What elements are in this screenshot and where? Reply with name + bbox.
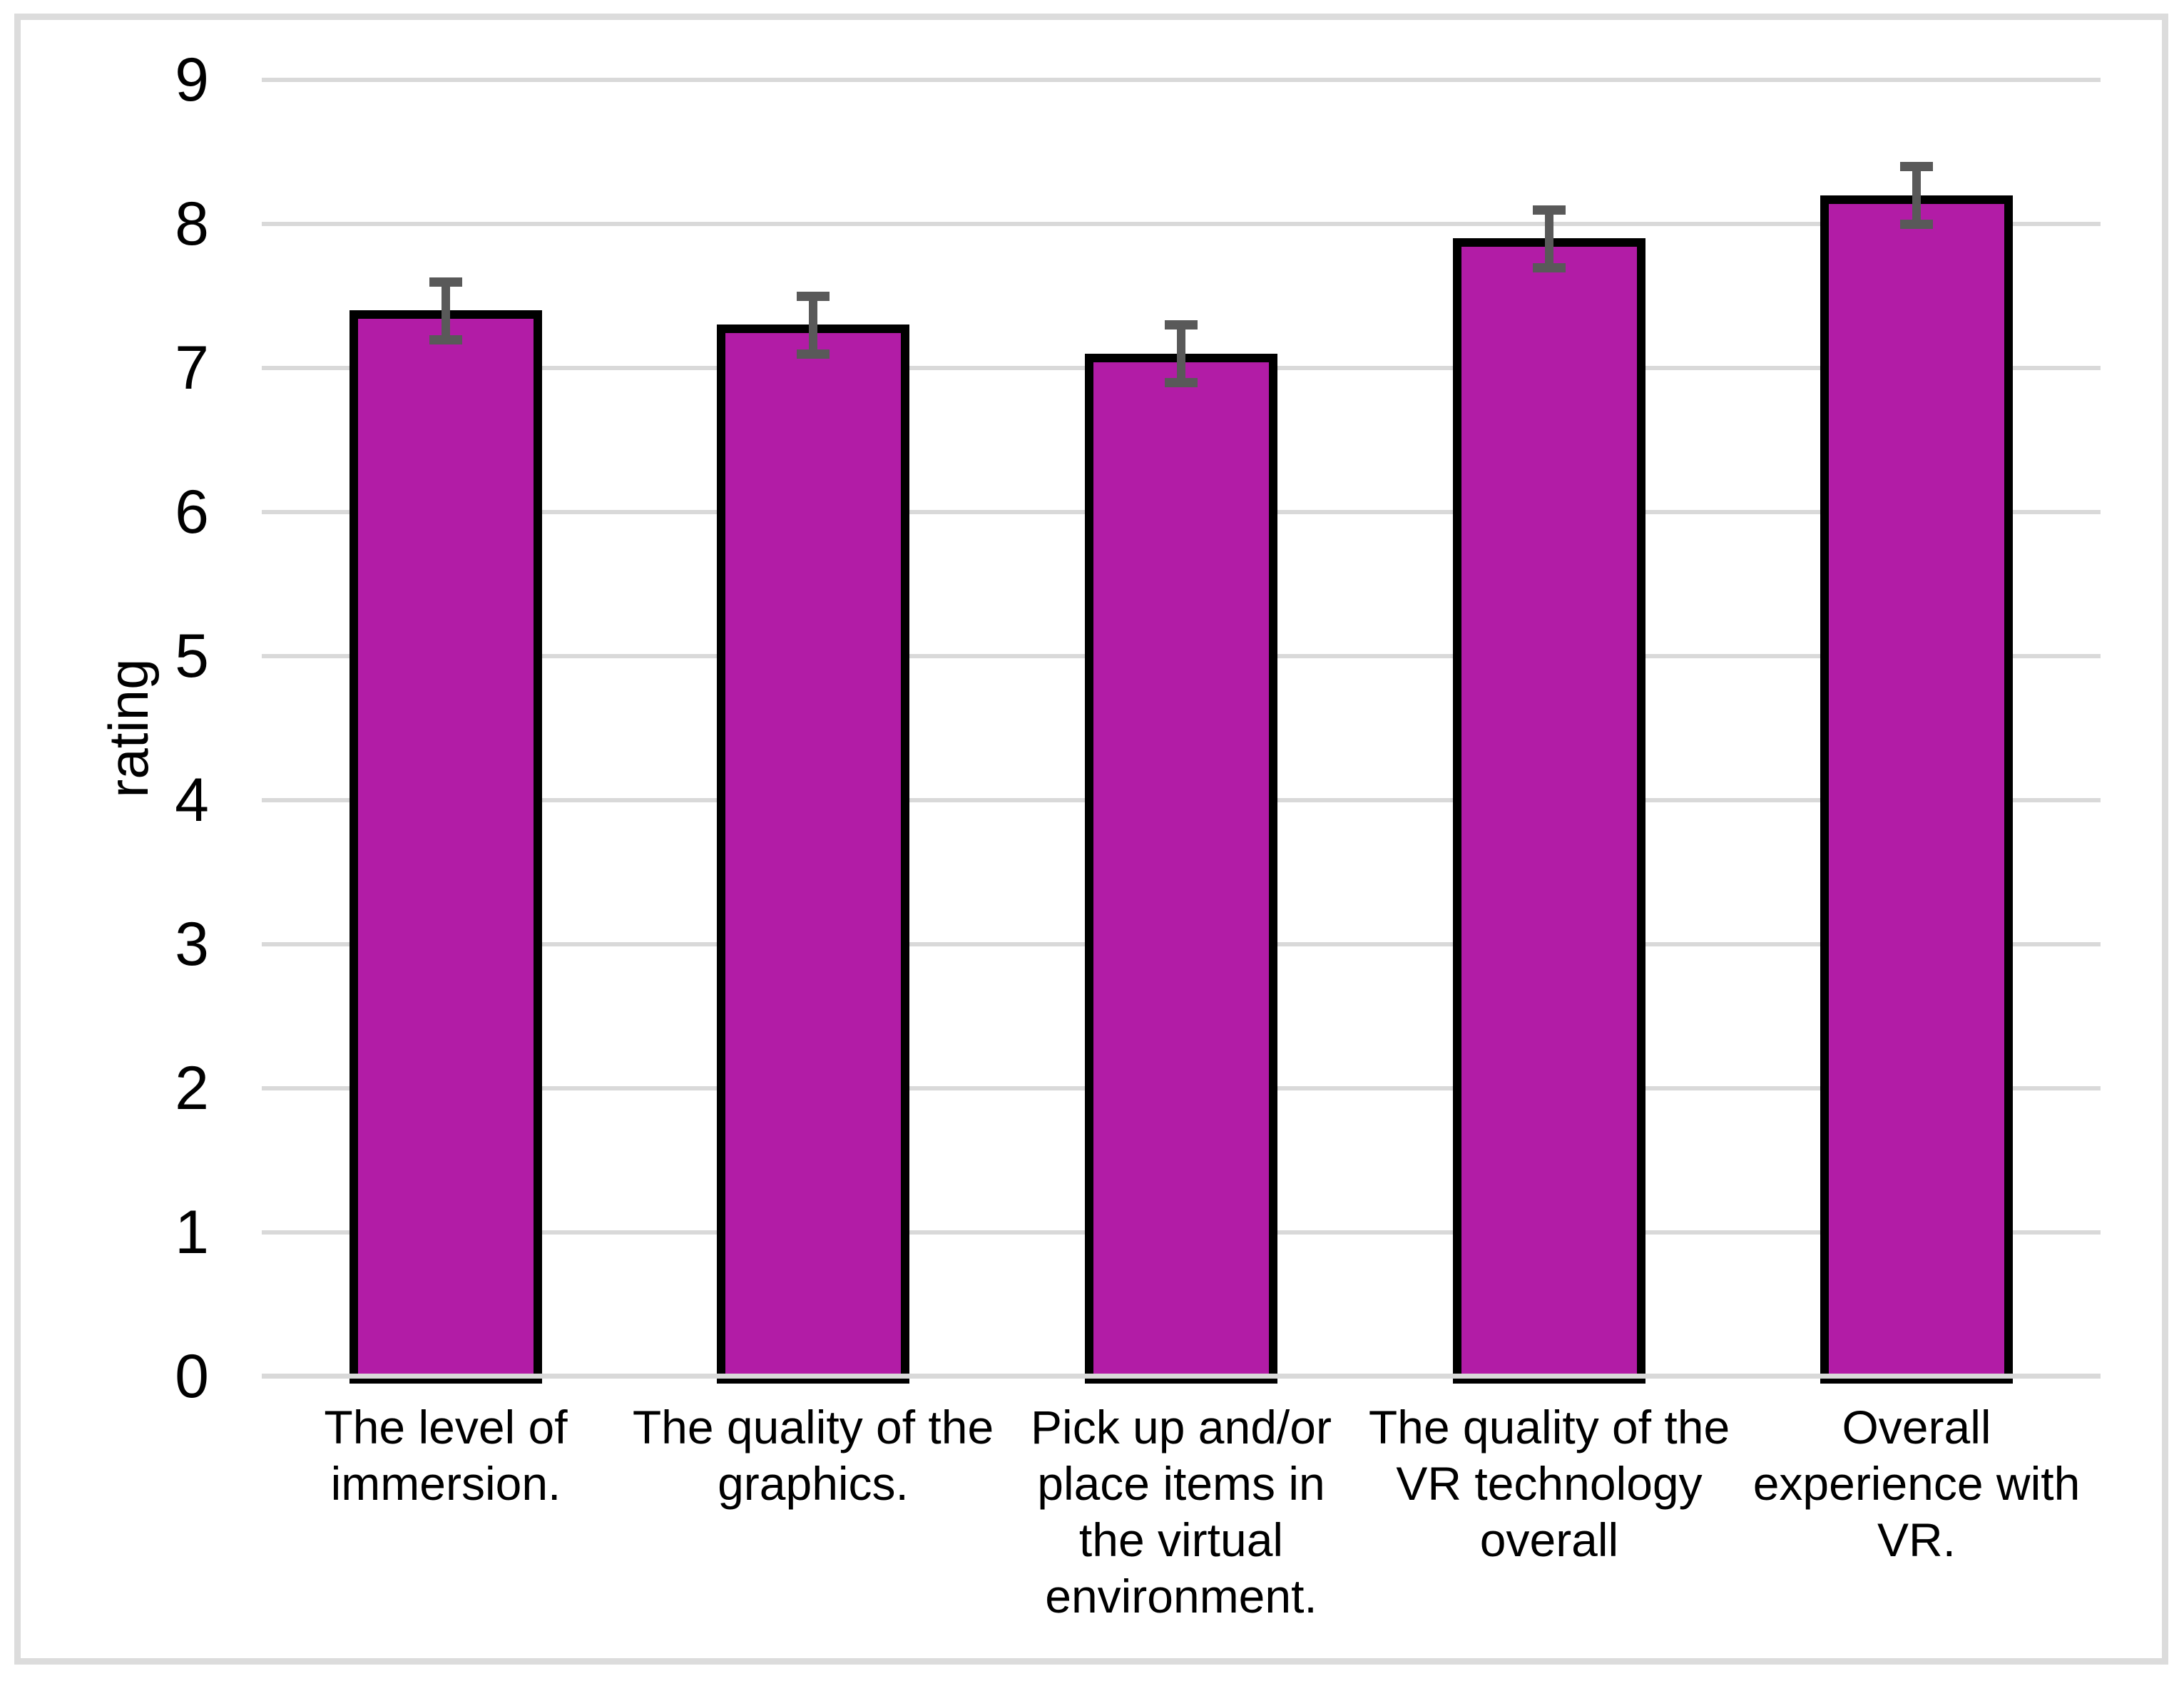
x-axis-line bbox=[262, 1374, 2101, 1379]
category-label-2: The quality of the graphics. bbox=[632, 1401, 994, 1510]
error-bar-cap-top-4 bbox=[1533, 205, 1566, 215]
error-bar-cap-bottom-4 bbox=[1533, 263, 1566, 272]
error-bar-cap-bottom-2 bbox=[797, 349, 830, 359]
category-label-3: Pick up and/or place items in the virtua… bbox=[1031, 1401, 1332, 1623]
y-tick-label-3: 3 bbox=[175, 910, 209, 979]
category-label-1: The level of immersion. bbox=[324, 1401, 568, 1510]
y-tick-label-7: 7 bbox=[175, 334, 209, 402]
bar-1 bbox=[349, 310, 542, 1384]
error-bar-line-2 bbox=[809, 296, 817, 354]
y-tick-label-0: 0 bbox=[175, 1342, 209, 1411]
error-bar-cap-top-3 bbox=[1165, 320, 1198, 329]
y-tick-label-9: 9 bbox=[175, 46, 209, 114]
error-bar-line-4 bbox=[1545, 210, 1553, 267]
error-bar-cap-bottom-1 bbox=[429, 335, 462, 344]
y-tick-label-5: 5 bbox=[175, 622, 209, 690]
error-bar-cap-top-1 bbox=[429, 277, 462, 287]
error-bar-line-3 bbox=[1177, 325, 1185, 382]
y-tick-label-8: 8 bbox=[175, 190, 209, 258]
error-bar-line-1 bbox=[442, 282, 450, 339]
bar-5 bbox=[1820, 195, 2013, 1384]
y-tick-label-2: 2 bbox=[175, 1054, 209, 1123]
category-label-4: The quality of the VR technology overall bbox=[1368, 1401, 1730, 1566]
gridline-y9 bbox=[262, 78, 2101, 82]
chart-outer-frame bbox=[14, 14, 2168, 1665]
error-bar-cap-bottom-5 bbox=[1900, 220, 1933, 229]
y-tick-label-4: 4 bbox=[175, 766, 209, 834]
gridline-y8 bbox=[262, 222, 2101, 226]
y-tick-label-6: 6 bbox=[175, 478, 209, 546]
bar-4 bbox=[1453, 238, 1645, 1384]
error-bar-cap-top-2 bbox=[797, 292, 830, 301]
bar-3 bbox=[1085, 354, 1277, 1384]
bar-2 bbox=[717, 325, 909, 1384]
error-bar-cap-bottom-3 bbox=[1165, 378, 1198, 387]
category-label-5: Overall experience with VR. bbox=[1752, 1401, 2081, 1566]
error-bar-line-5 bbox=[1912, 166, 1921, 224]
y-tick-label-1: 1 bbox=[175, 1198, 209, 1267]
error-bar-cap-top-5 bbox=[1900, 162, 1933, 171]
